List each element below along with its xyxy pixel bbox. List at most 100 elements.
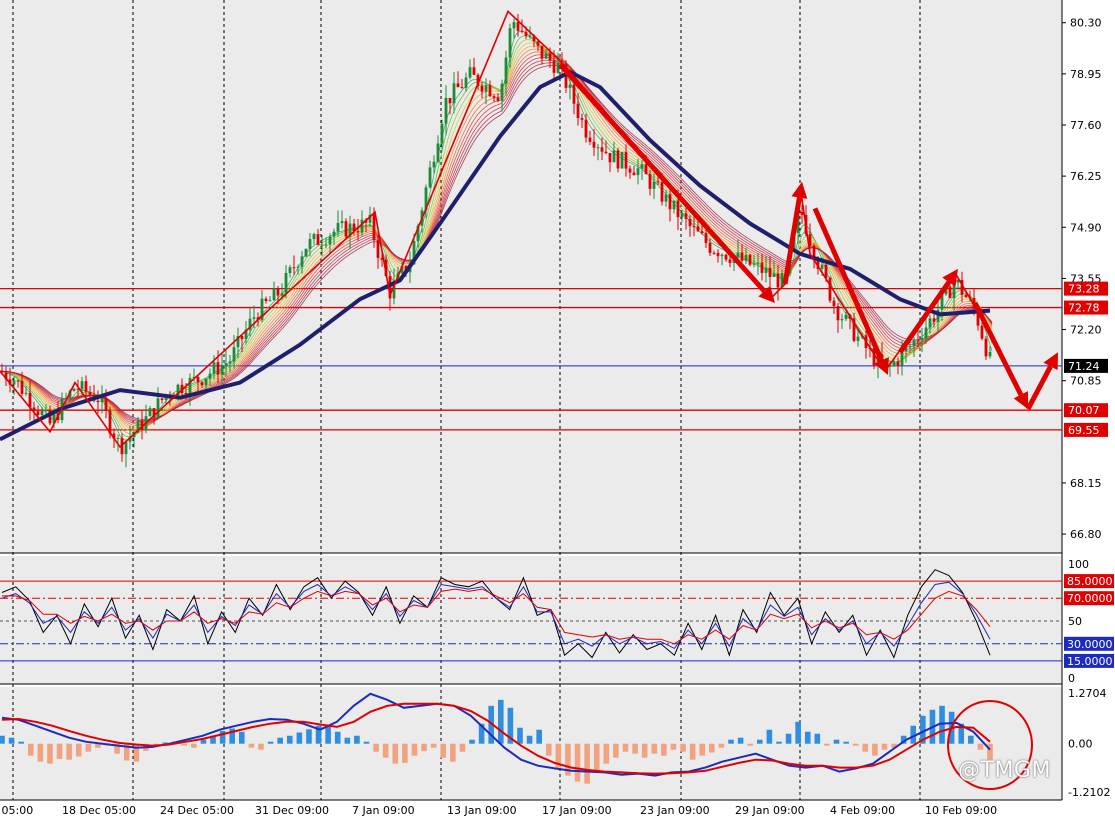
- candle-body: [832, 300, 836, 307]
- candle-body: [704, 233, 708, 243]
- stoch-y-tick-label: 100: [1068, 558, 1089, 571]
- macd-histogram-bar: [363, 741, 370, 744]
- candle-body: [524, 31, 528, 37]
- x-tick-label: 7 Jan 09:00: [352, 804, 415, 817]
- candle-body: [668, 194, 672, 210]
- candle-body: [124, 441, 128, 455]
- macd-histogram-bar: [296, 732, 303, 744]
- candle-body: [728, 259, 732, 263]
- candle-body: [952, 282, 956, 298]
- macd-highlight-circle: [947, 700, 1033, 790]
- candle-body: [548, 53, 552, 61]
- candle-body: [796, 211, 800, 233]
- candle-body: [508, 28, 512, 58]
- candle-body: [960, 279, 964, 295]
- macd-histogram-bar: [239, 731, 245, 744]
- candle-body: [556, 62, 560, 73]
- macd-histogram-bar: [66, 743, 72, 760]
- macd-histogram-bar: [795, 721, 801, 744]
- candle-body: [976, 308, 980, 326]
- macd-histogram-bar: [392, 743, 399, 764]
- candle-body: [52, 412, 56, 424]
- candle-body: [148, 408, 152, 417]
- candle-body: [292, 267, 296, 269]
- macd-histogram-bar: [536, 729, 542, 744]
- candle-body: [320, 244, 324, 246]
- candle-body: [340, 221, 344, 224]
- price-level-label-box: [1064, 422, 1108, 437]
- macd-histogram-bar: [469, 739, 475, 744]
- macd-histogram-bar: [248, 743, 255, 748]
- candle-body: [316, 234, 320, 245]
- candle-body: [264, 298, 268, 302]
- candle-body: [500, 83, 504, 101]
- candle-body: [780, 273, 784, 288]
- candle-body: [824, 264, 828, 278]
- candle-body: [924, 327, 928, 339]
- macd-histogram-bar: [488, 705, 495, 744]
- candle-body: [468, 67, 472, 78]
- x-tick-label: 13 Jan 09:00: [447, 804, 517, 817]
- candle-body: [892, 361, 896, 365]
- macd-histogram-bar: [344, 737, 351, 744]
- candle-body: [440, 123, 444, 144]
- candle-body: [188, 378, 192, 394]
- candle-body: [620, 151, 624, 169]
- x-tick-label: 17 Jan 09:00: [542, 804, 612, 817]
- macd-histogram-bar: [373, 743, 379, 752]
- candle-body: [284, 273, 288, 294]
- macd-histogram-bar: [8, 737, 15, 744]
- macd-histogram-bar: [123, 743, 130, 761]
- macd-histogram-bar: [18, 741, 24, 744]
- macd-histogram-bar: [191, 743, 197, 748]
- candle-body: [756, 262, 760, 264]
- macd-histogram-bar: [440, 743, 447, 758]
- candle-body: [844, 314, 848, 320]
- macd-histogram-bar: [593, 743, 600, 772]
- candle-body: [852, 318, 856, 341]
- stoch-level-label-box: [1064, 636, 1114, 651]
- price-level-label: 69.55: [1068, 424, 1100, 437]
- candle-body: [768, 267, 772, 277]
- candle-body: [532, 35, 536, 42]
- candle-body: [592, 141, 596, 148]
- macd-histogram-bar: [574, 743, 581, 782]
- candle-body: [544, 53, 548, 59]
- macd-histogram-bar: [603, 743, 610, 764]
- macd-histogram-bar: [411, 743, 418, 756]
- candle-body: [296, 266, 300, 268]
- candle-body: [764, 267, 768, 273]
- candle-body: [348, 223, 352, 237]
- candle-body: [416, 225, 420, 242]
- candle-body: [956, 279, 960, 283]
- candle-body: [612, 150, 616, 163]
- price-level-label-box: [1064, 358, 1108, 373]
- candle-body: [260, 298, 264, 321]
- macd-histogram-bar: [315, 725, 322, 744]
- candle-body: [280, 293, 284, 296]
- candle-body: [352, 223, 356, 232]
- macd-histogram-bar: [670, 743, 677, 750]
- price-y-tick-label: 78.95: [1070, 68, 1102, 81]
- candle-body: [644, 164, 648, 175]
- candle-body: [700, 231, 704, 234]
- candle-body: [220, 364, 224, 375]
- candle-body: [744, 254, 748, 261]
- macd-histogram-bar: [85, 743, 92, 752]
- macd-histogram-bar: [181, 743, 188, 746]
- macd-histogram-bar: [430, 743, 437, 748]
- candle-body: [244, 329, 248, 340]
- candle-body: [740, 252, 744, 261]
- price-level-label: 70.07: [1068, 404, 1100, 417]
- candle-body: [436, 143, 440, 162]
- candle-body: [812, 245, 816, 261]
- candle-body: [464, 77, 468, 88]
- macd-y-tick-label: -1.2102: [1068, 786, 1110, 799]
- candle-body: [736, 252, 740, 257]
- trend-arrow-shaft: [1025, 365, 1053, 411]
- candle-body: [232, 347, 236, 362]
- ribbon-ema-line: [0, 42, 993, 432]
- candle-body: [68, 391, 72, 399]
- candle-body: [44, 409, 48, 411]
